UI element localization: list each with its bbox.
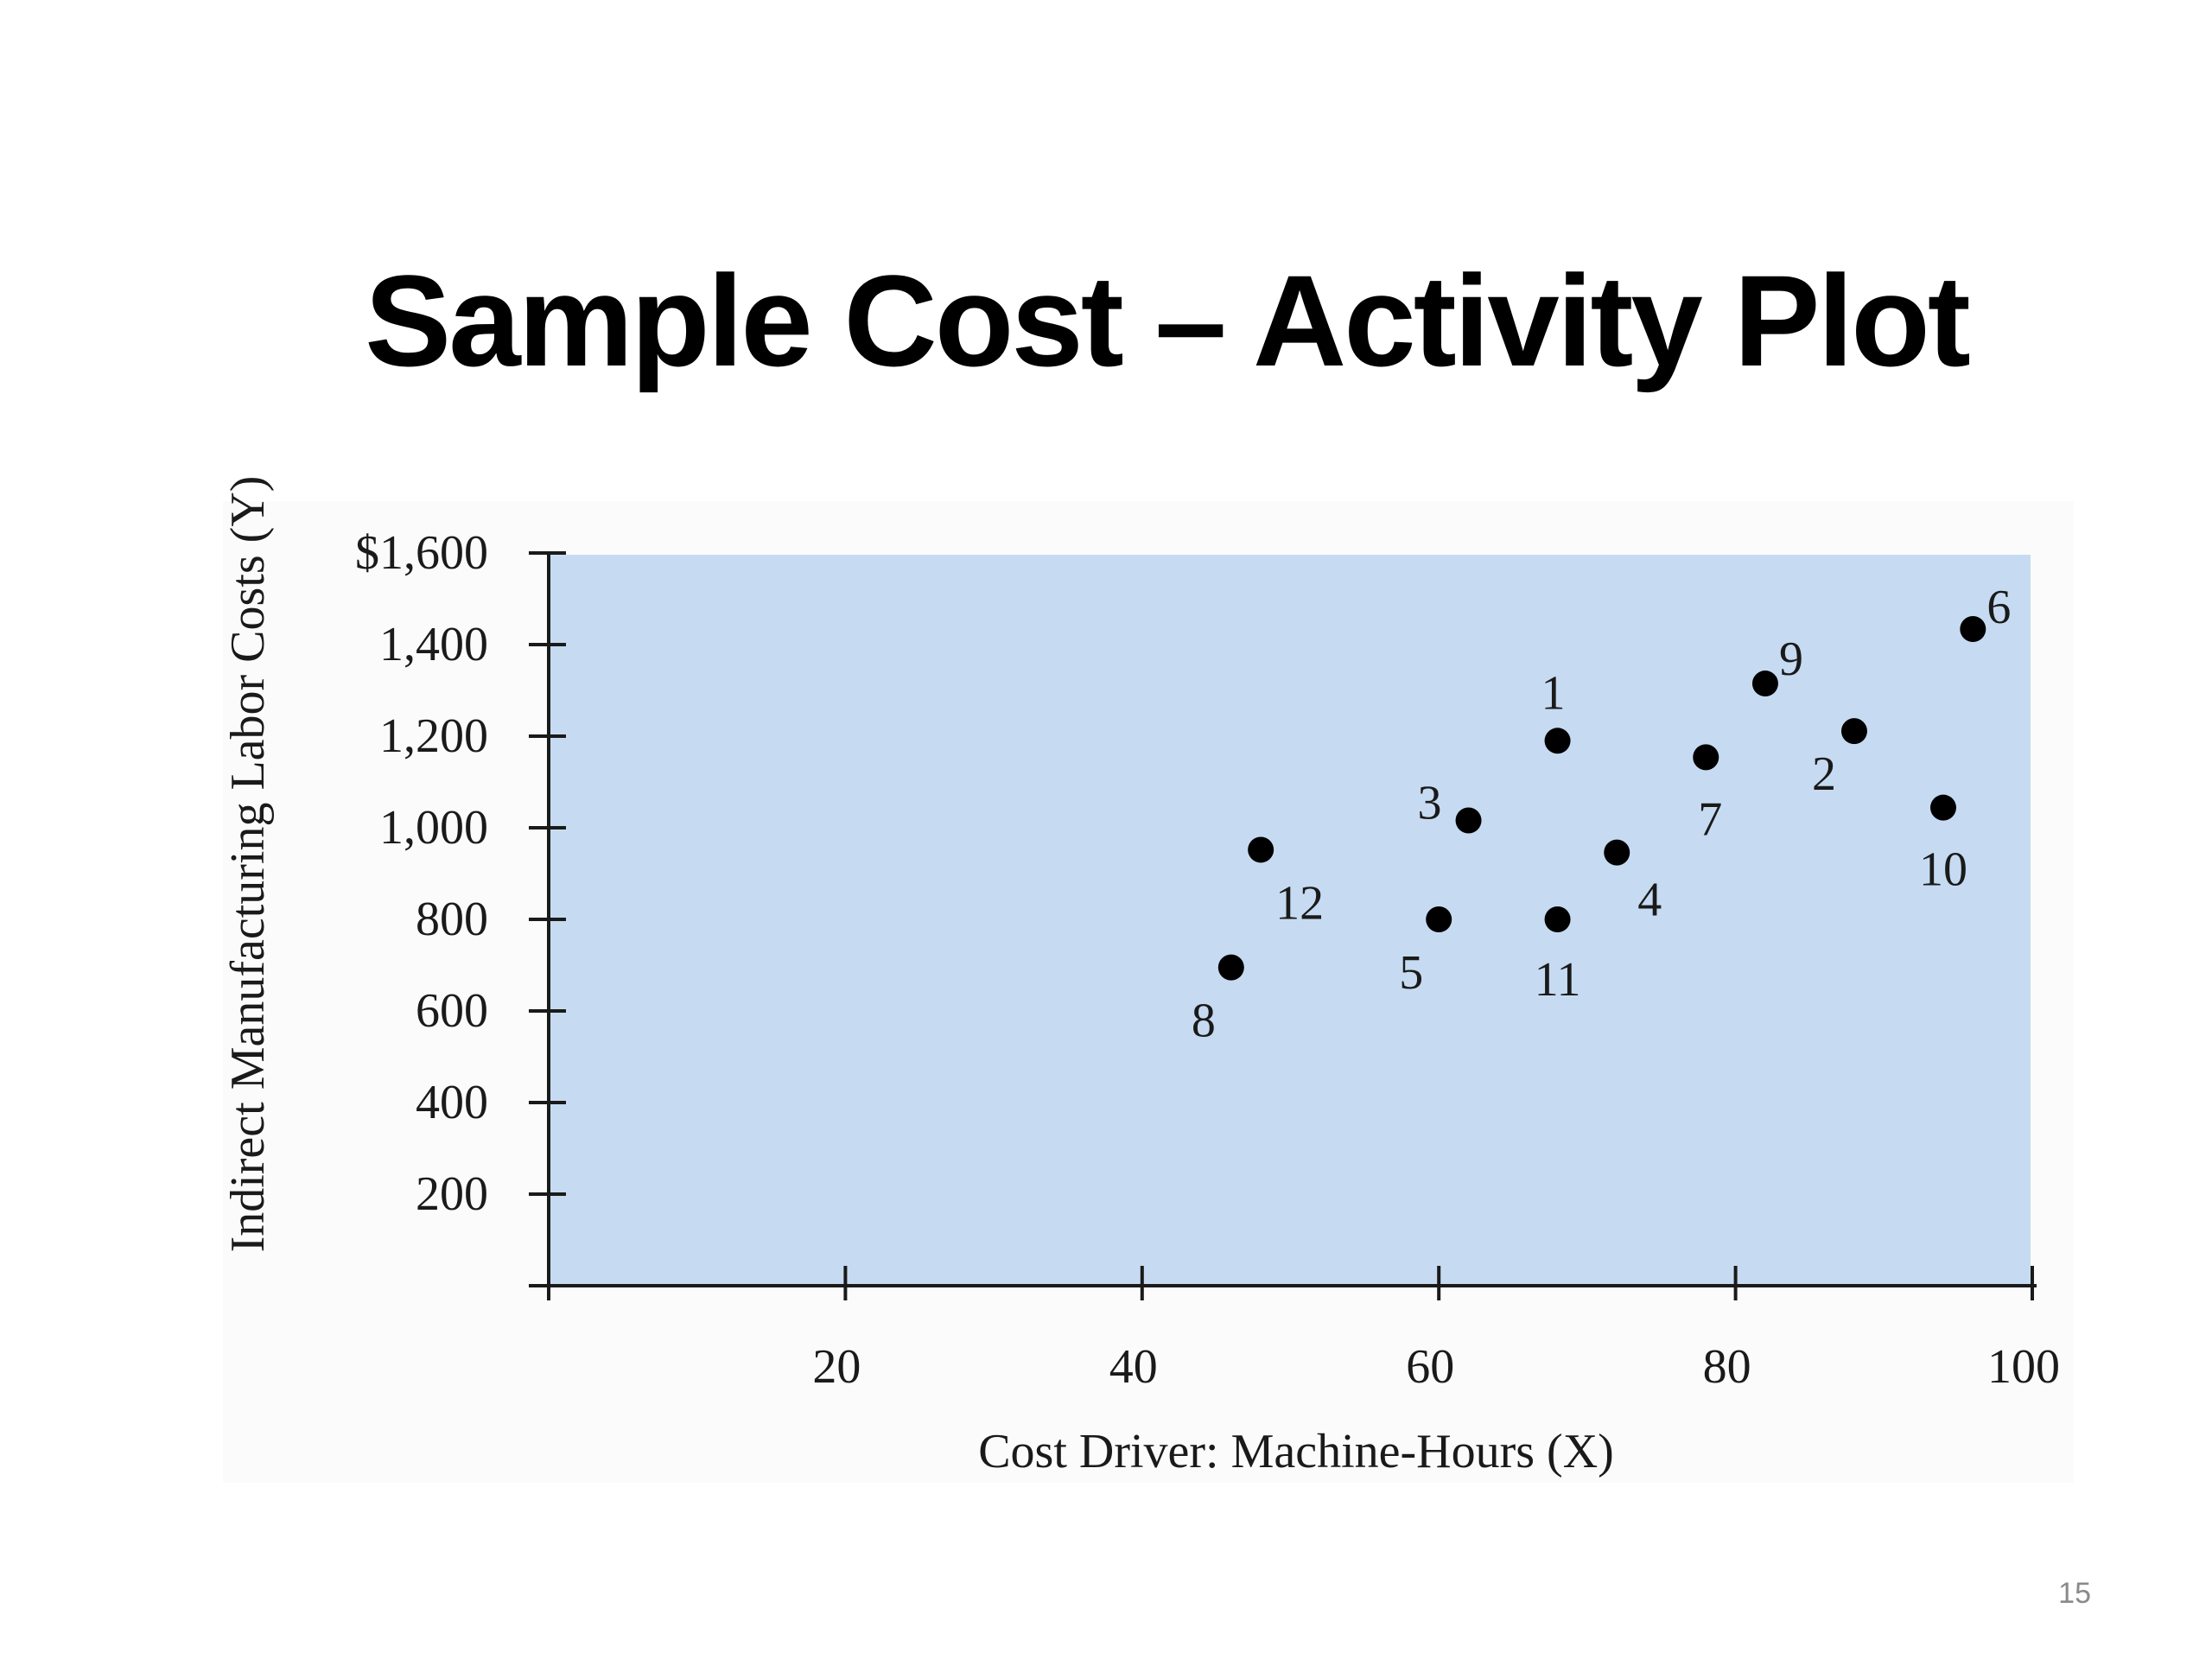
data-point-5 <box>1426 906 1452 932</box>
data-point-12 <box>1248 836 1274 863</box>
data-point-7 <box>1693 744 1719 771</box>
data-point-label-1: 1 <box>1541 666 1566 720</box>
y-tick-label: $1,600 <box>355 526 488 580</box>
data-point-label-2: 2 <box>1812 747 1836 801</box>
y-tick-label: 1,000 <box>379 801 488 855</box>
data-point-11 <box>1544 906 1571 932</box>
data-point-label-12: 12 <box>1275 876 1324 930</box>
data-point-label-5: 5 <box>1399 946 1423 1000</box>
x-tick-label: 100 <box>1987 1340 2060 1394</box>
x-tick-label: 40 <box>1109 1340 1158 1394</box>
y-tick-label: 200 <box>416 1167 488 1221</box>
data-point-6 <box>1960 615 1986 642</box>
y-tick-label: 1,400 <box>379 618 488 671</box>
axes <box>529 553 2037 1300</box>
data-point-label-9: 9 <box>1779 632 1803 686</box>
data-point-3 <box>1455 807 1482 834</box>
axis-ticks: 200 400 600 800 1,000 1,200 1,400 $1,600 20 40 60 8… <box>355 526 2060 1394</box>
y-tick-label: 1,200 <box>379 709 488 763</box>
data-point-8 <box>1217 954 1244 981</box>
data-point-label-3: 3 <box>1418 777 1442 830</box>
data-point-label-10: 10 <box>1919 843 1967 897</box>
data-point-label-11: 11 <box>1535 953 1581 1007</box>
data-point-label-6: 6 <box>1986 581 2011 634</box>
data-point-10 <box>1929 794 1956 821</box>
x-tick-label: 80 <box>1703 1340 1751 1394</box>
y-tick-label: 800 <box>416 893 488 946</box>
data-point-2 <box>1840 718 1867 745</box>
data-point-label-4: 4 <box>1637 874 1662 927</box>
slide-title: Sample Cost – Activity Plot <box>365 248 1971 393</box>
data-point-9 <box>1751 671 1778 697</box>
y-tick-label: 600 <box>416 984 488 1038</box>
page-number: 15 <box>2058 1577 2091 1610</box>
y-axis-title: Indirect Manufacturing Labor Costs (Y) <box>221 476 275 1253</box>
data-point-label-7: 7 <box>1698 792 1722 846</box>
plot-area <box>549 555 2031 1286</box>
data-point-1 <box>1544 728 1571 754</box>
y-tick-label: 400 <box>416 1076 488 1129</box>
data-point-4 <box>1604 839 1630 866</box>
x-tick-label: 60 <box>1406 1340 1454 1394</box>
x-axis-title: Cost Driver: Machine-Hours (X) <box>978 1425 1614 1478</box>
x-tick-label: 20 <box>812 1340 861 1394</box>
data-point-label-8: 8 <box>1192 995 1216 1048</box>
